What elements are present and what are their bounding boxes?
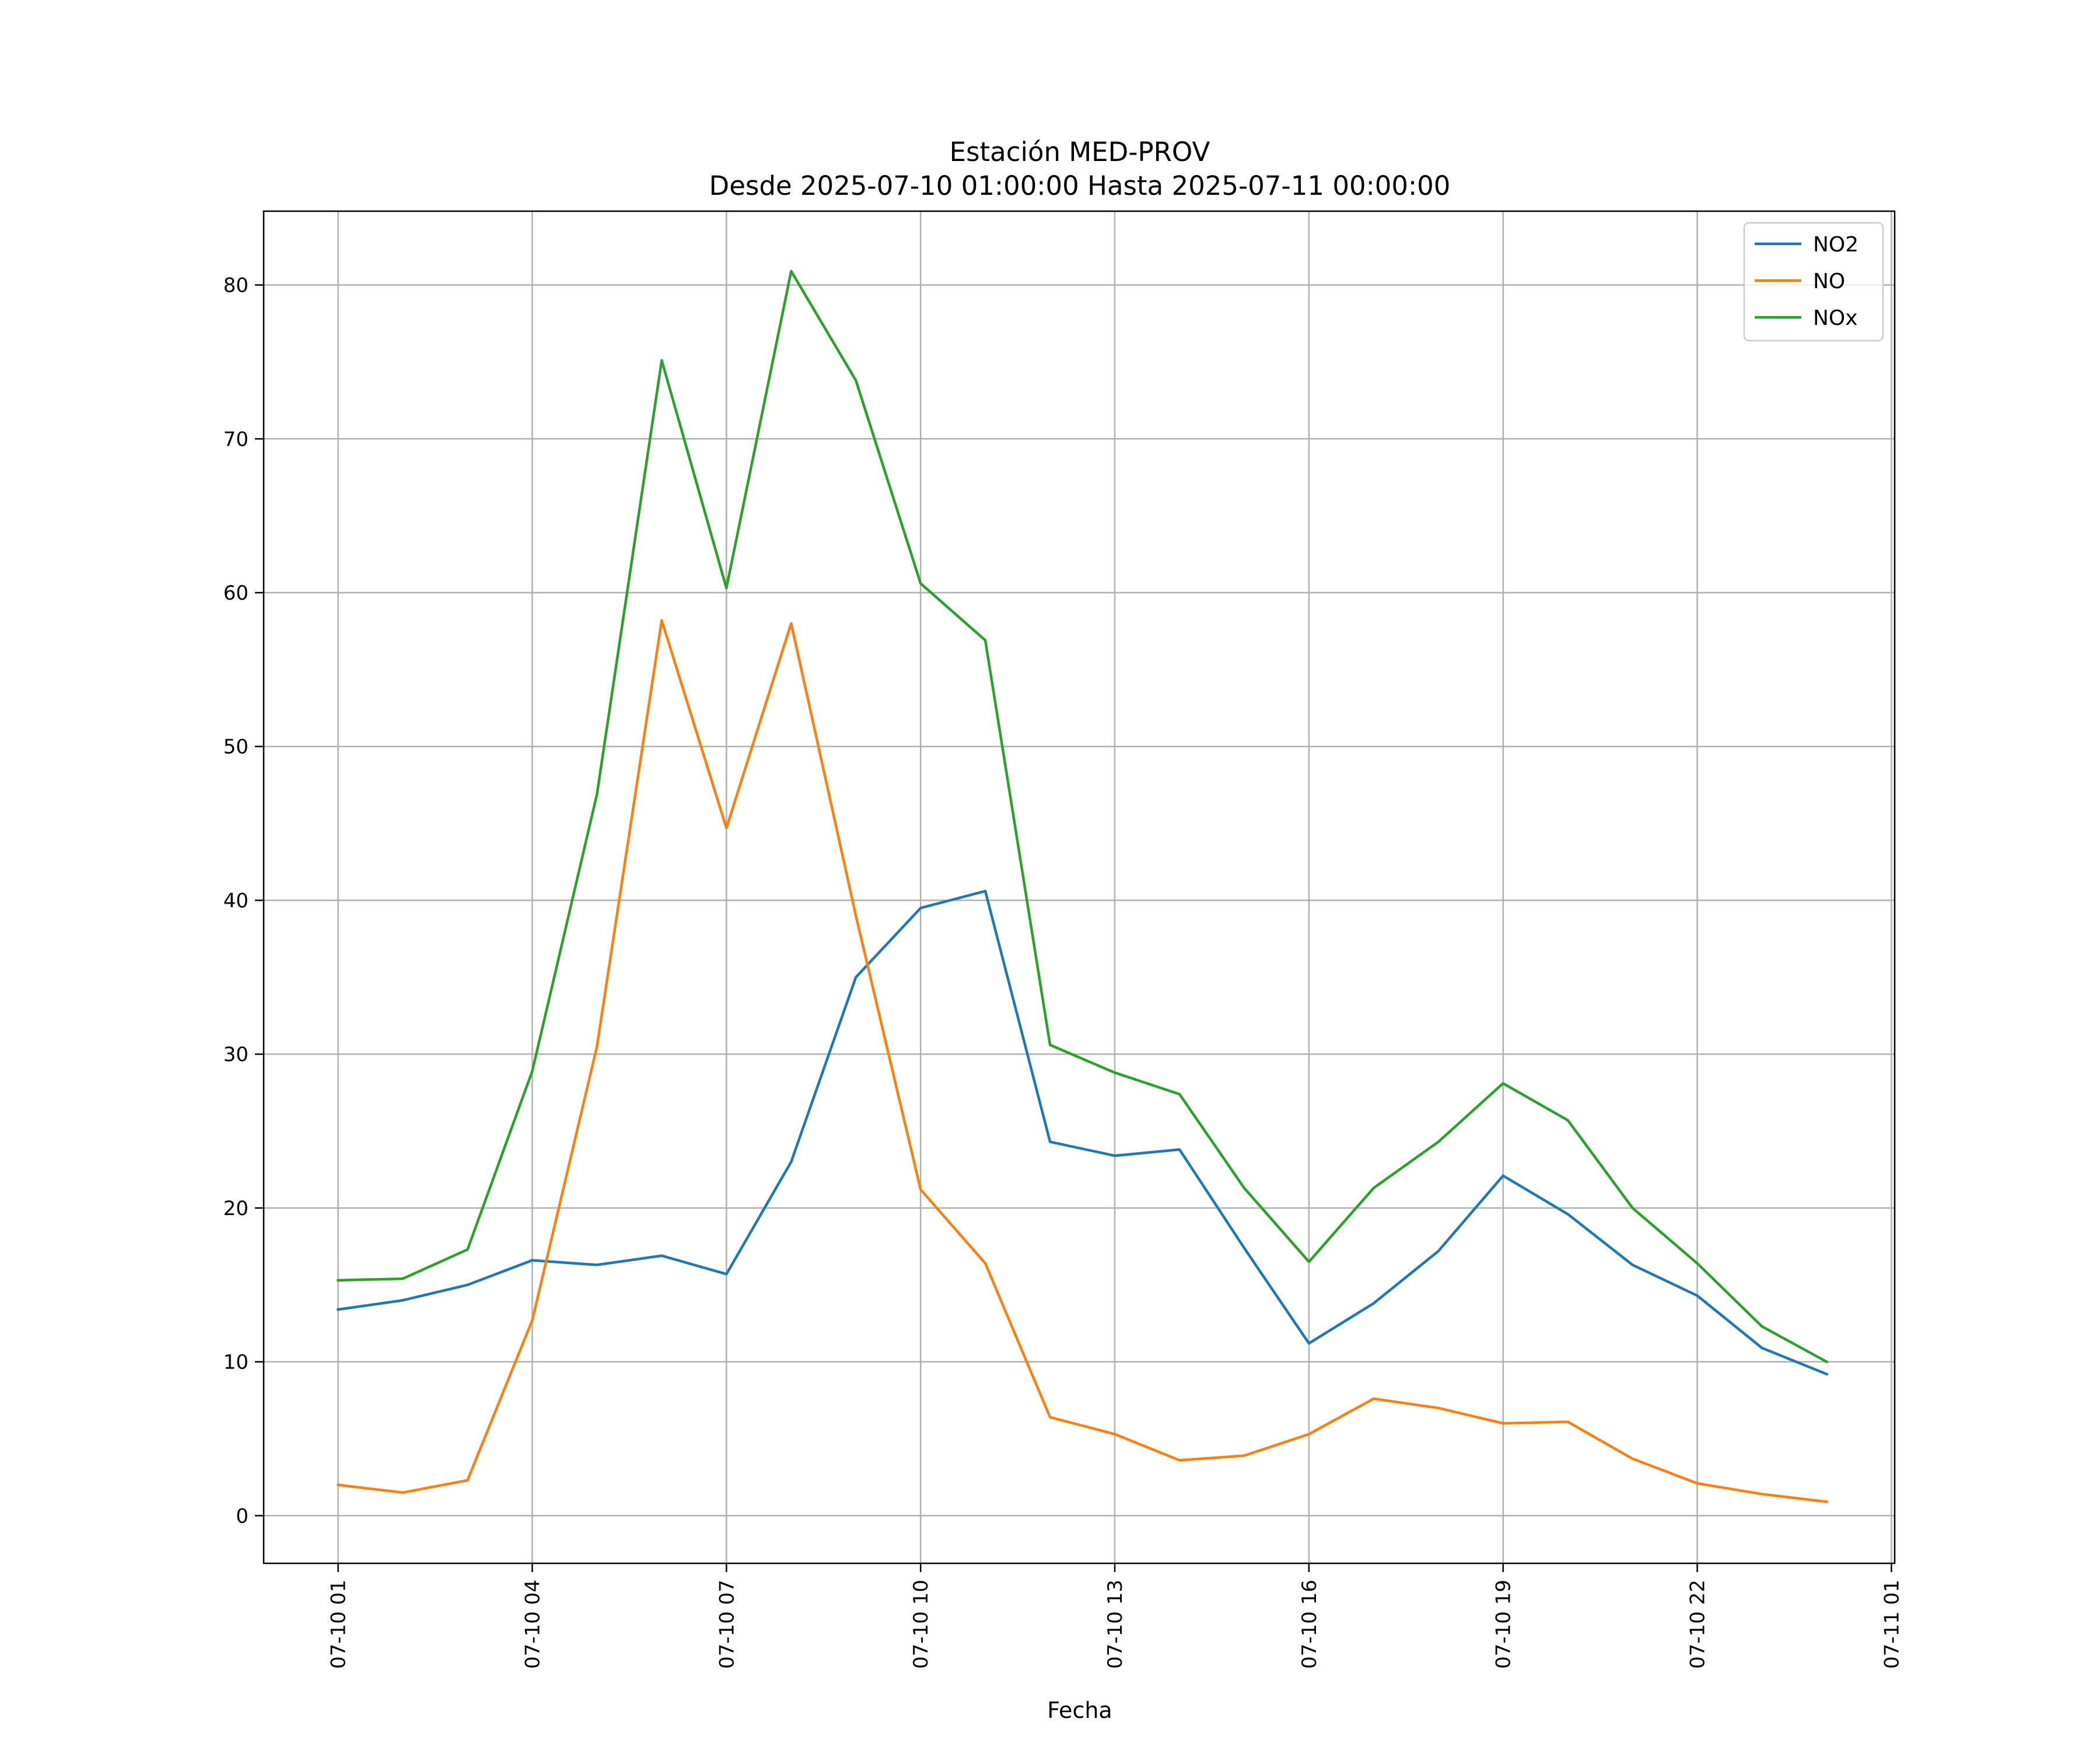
legend-label-nox: NOx bbox=[1813, 306, 1858, 330]
series-line-no2 bbox=[337, 890, 1829, 1376]
x-axis-label: Fecha bbox=[1047, 1698, 1112, 1723]
y-tick-label: 0 bbox=[236, 1504, 249, 1528]
y-tick-label: 40 bbox=[223, 889, 249, 912]
series-line-nox bbox=[337, 270, 1829, 1364]
chart-title: Estación MED-PROV bbox=[950, 136, 1210, 167]
x-tick-label: 07-10 22 bbox=[1686, 1580, 1710, 1669]
legend-label-no: NO bbox=[1813, 270, 1845, 293]
x-tick-label: 07-10 16 bbox=[1298, 1580, 1321, 1669]
grid bbox=[264, 211, 1895, 1563]
legend-box bbox=[1743, 222, 1884, 342]
x-tick-label: 07-10 19 bbox=[1492, 1580, 1516, 1669]
y-tick-label: 80 bbox=[223, 274, 249, 298]
x-tick-label: 07-10 01 bbox=[327, 1580, 351, 1669]
y-tick-label: 50 bbox=[223, 736, 249, 759]
x-tick-label: 07-10 10 bbox=[909, 1580, 933, 1669]
legend: NO2 NO NOx bbox=[1743, 222, 1884, 342]
ticks: 07-10 01 07-10 04 07-10 07 07-10 10 07-10 13… bbox=[223, 274, 1904, 1669]
y-tick-label: 10 bbox=[223, 1351, 249, 1374]
y-tick-label: 20 bbox=[223, 1197, 249, 1220]
x-tick-label: 07-10 04 bbox=[521, 1580, 544, 1669]
y-tick-label: 70 bbox=[223, 428, 249, 451]
x-tick-label: 07-10 07 bbox=[715, 1580, 738, 1669]
y-tick-label: 60 bbox=[223, 582, 249, 605]
y-tick-label: 30 bbox=[223, 1043, 249, 1066]
plot-frame bbox=[262, 210, 1896, 1564]
x-tick-label: 07-10 13 bbox=[1104, 1580, 1127, 1669]
series-layer bbox=[337, 270, 1829, 1503]
chart-subtitle: Desde 2025-07-10 01:00:00 Hasta 2025-07-… bbox=[709, 170, 1451, 201]
legend-label-no2: NO2 bbox=[1813, 233, 1859, 257]
x-tick-label: 07-11 01 bbox=[1880, 1580, 1903, 1669]
series-line-no bbox=[337, 619, 1828, 1503]
